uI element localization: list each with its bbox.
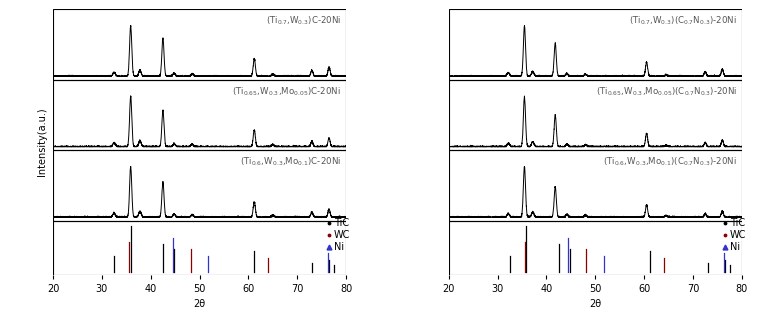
Text: (Ti$_{0.65}$,W$_{0.3}$,Mo$_{0.05}$)(C$_{0.7}$N$_{0.3}$)-20Ni: (Ti$_{0.65}$,W$_{0.3}$,Mo$_{0.05}$)(C$_{… bbox=[596, 85, 737, 98]
Text: Ni: Ni bbox=[334, 242, 344, 252]
Text: (Ti$_{0.7}$,W$_{0.3}$)C-20Ni: (Ti$_{0.7}$,W$_{0.3}$)C-20Ni bbox=[266, 15, 341, 27]
Text: Ni: Ni bbox=[730, 242, 740, 252]
Text: (Ti$_{0.6}$,W$_{0.3}$,Mo$_{0.1}$)C-20Ni: (Ti$_{0.6}$,W$_{0.3}$,Mo$_{0.1}$)C-20Ni bbox=[240, 156, 341, 168]
Text: (Ti$_{0.7}$,W$_{0.3}$)(C$_{0.7}$N$_{0.3}$)-20Ni: (Ti$_{0.7}$,W$_{0.3}$)(C$_{0.7}$N$_{0.3}… bbox=[629, 15, 737, 27]
Text: WC: WC bbox=[334, 230, 350, 240]
Text: TiC: TiC bbox=[730, 218, 745, 228]
Text: WC: WC bbox=[730, 230, 746, 240]
Text: (Ti$_{0.6}$,W$_{0.3}$,Mo$_{0.1}$)(C$_{0.7}$N$_{0.3}$)-20Ni: (Ti$_{0.6}$,W$_{0.3}$,Mo$_{0.1}$)(C$_{0.… bbox=[603, 156, 737, 168]
X-axis label: 2θ: 2θ bbox=[589, 299, 601, 309]
X-axis label: 2θ: 2θ bbox=[194, 299, 206, 309]
Text: (Ti$_{0.65}$,W$_{0.3}$,Mo$_{0.05}$)C-20Ni: (Ti$_{0.65}$,W$_{0.3}$,Mo$_{0.05}$)C-20N… bbox=[232, 85, 341, 98]
Text: TiC: TiC bbox=[334, 218, 349, 228]
Y-axis label: Intensity(a.u.): Intensity(a.u.) bbox=[37, 108, 48, 176]
